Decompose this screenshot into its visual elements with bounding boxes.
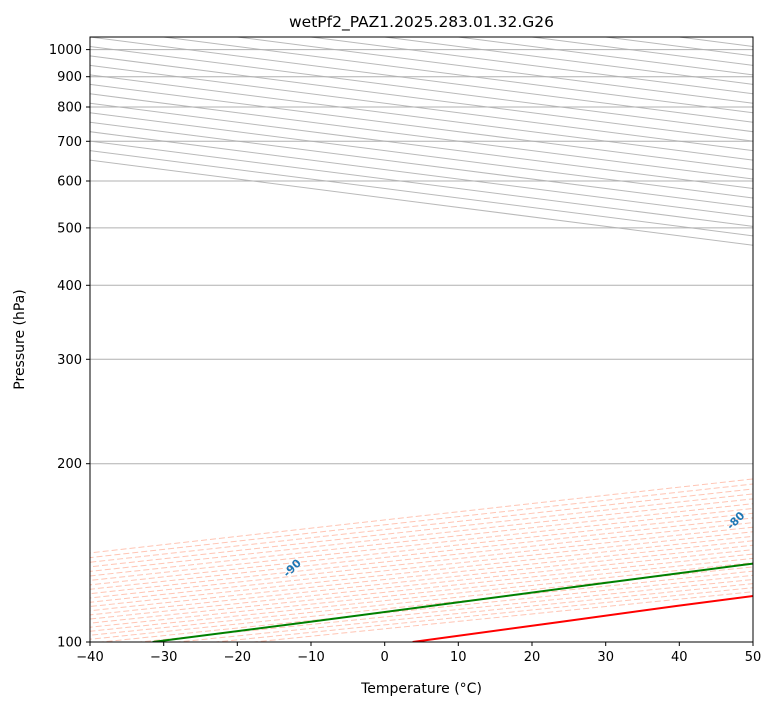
dry-adiabat: [90, 488, 753, 563]
dry-adiabat: [90, 522, 753, 595]
isotherm: [90, 93, 753, 180]
dry-adiabat: [90, 478, 753, 554]
x-tick-label: 20: [524, 650, 541, 665]
x-tick-label: 10: [450, 650, 467, 665]
isotherm: [90, 112, 753, 199]
x-tick-label: 40: [671, 650, 688, 665]
dry-adiabat: [90, 507, 753, 581]
y-tick-label: 100: [57, 636, 82, 651]
x-tick-label: 30: [597, 650, 614, 665]
y-axis-ticks: 100 200 300 400 500 600 700 800 900 1000: [49, 43, 90, 651]
isotherms: [90, 37, 753, 246]
x-tick-label: 0: [381, 650, 389, 665]
y-tick-label: 300: [57, 353, 82, 368]
isotherm: [90, 83, 753, 171]
y-tick-label: 1000: [49, 43, 82, 58]
y-tick-label: 600: [57, 175, 82, 190]
x-tick-label: −10: [297, 650, 324, 665]
dry-adiabats: [90, 478, 753, 642]
isotherm: [90, 102, 753, 189]
pressure-gridlines: [90, 49, 753, 642]
y-tick-label: 800: [57, 101, 82, 116]
dry-adiabat: [90, 503, 753, 577]
x-tick-label: −30: [150, 650, 177, 665]
y-tick-label: 500: [57, 221, 82, 236]
x-axis-label: Temperature (°C): [360, 681, 482, 697]
x-tick-label: 50: [745, 650, 762, 665]
y-tick-label: 200: [57, 457, 82, 472]
chart-title: wetPf2_PAZ1.2025.283.01.32.G26: [289, 13, 554, 32]
y-axis-label: Pressure (hPa): [12, 289, 28, 389]
plot-frame: [89, 36, 754, 643]
x-tick-label: −20: [224, 650, 251, 665]
y-tick-label: 400: [57, 279, 82, 294]
dry-adiabat: [90, 531, 753, 603]
x-tick-label: −40: [76, 650, 103, 665]
isotherm: [90, 55, 753, 142]
isotherm: [90, 131, 753, 218]
isotherm: [90, 121, 753, 208]
plot-area-background: [90, 37, 753, 642]
y-tick-label: 900: [57, 70, 82, 85]
isotherm: [90, 74, 753, 161]
dry-adiabat: [90, 498, 753, 572]
dry-adiabat: [90, 512, 753, 586]
dry-adiabat: [90, 540, 753, 612]
x-axis-ticks: −40 −30 −20 −10 0 10 20 30 40 50: [76, 642, 761, 665]
isotherm: [90, 64, 753, 152]
y-tick-label: 700: [57, 135, 82, 150]
